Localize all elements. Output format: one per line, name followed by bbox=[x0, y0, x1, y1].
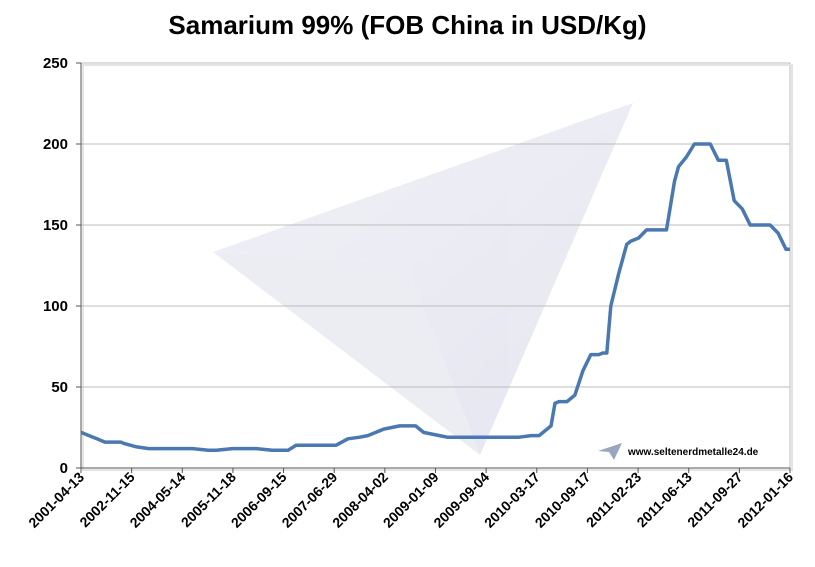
paper-plane-icon bbox=[598, 443, 622, 460]
chart-title: Samarium 99% (FOB China in USD/Kg) bbox=[168, 10, 647, 40]
series-line bbox=[80, 142, 790, 452]
watermark-logo bbox=[213, 103, 633, 455]
watermark: www.seltenerdmetalle24.de bbox=[598, 443, 759, 460]
y-tick-label: 200 bbox=[43, 136, 68, 153]
y-tick-label: 100 bbox=[43, 298, 68, 315]
y-tick-label: 250 bbox=[43, 55, 68, 72]
y-tick-label: 150 bbox=[43, 217, 68, 234]
y-tick-label: 50 bbox=[51, 379, 68, 396]
watermark-text: www.seltenerdmetalle24.de bbox=[627, 447, 759, 458]
x-tick-label: 2012-01-16 bbox=[734, 469, 796, 531]
y-tick-label: 0 bbox=[60, 460, 68, 477]
